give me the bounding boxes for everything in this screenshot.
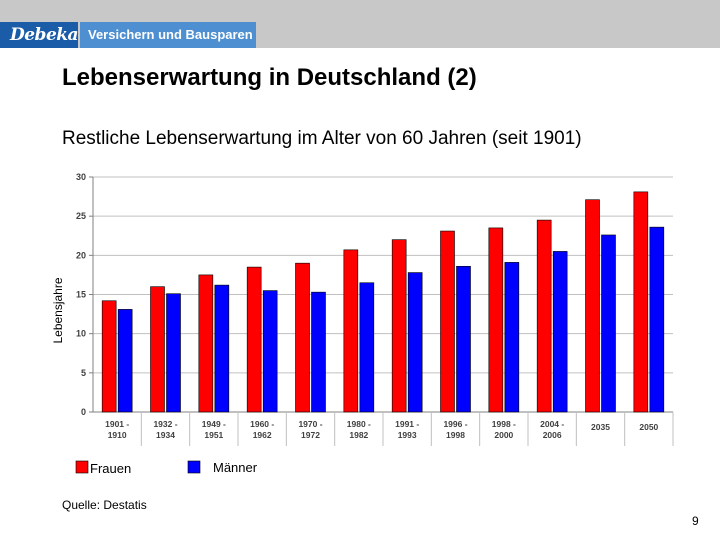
header-bar: Debeka Versichern und Bausparen <box>0 0 720 48</box>
x-tick-label: 1962 <box>253 430 272 440</box>
bar-maenner <box>601 234 616 413</box>
x-tick-label: 2006 <box>543 430 562 440</box>
y-tick-label: 15 <box>76 290 86 300</box>
bar-frauen <box>295 262 310 413</box>
bar-maenner <box>456 265 471 413</box>
legend-label-maenner: Männer <box>213 460 258 475</box>
x-tick-label: 1996 - <box>443 419 467 429</box>
bar-maenner <box>311 291 326 413</box>
legend-swatch-maenner <box>187 460 201 474</box>
bar-frauen <box>391 239 407 413</box>
x-tick-label: 1934 <box>156 430 175 440</box>
x-tick-label: 1949 - <box>202 419 226 429</box>
x-tick-label: 1960 - <box>250 419 274 429</box>
bar-frauen <box>585 199 600 413</box>
x-tick-label: 1998 <box>446 430 465 440</box>
x-tick-label: 2050 <box>639 422 658 432</box>
bar-frauen <box>343 249 359 413</box>
x-tick-label: 1932 - <box>153 419 177 429</box>
x-tick-label: 2000 <box>494 430 513 440</box>
bar-maenner <box>407 272 423 413</box>
x-tick-label: 1951 <box>204 430 223 440</box>
x-tick-label: 1982 <box>349 430 368 440</box>
bar-maenner <box>214 284 230 413</box>
y-tick-label: 0 <box>81 407 86 417</box>
x-tick-label: 1910 <box>108 430 127 440</box>
source-note: Quelle: Destatis <box>62 498 147 512</box>
chart-subtitle: Restliche Lebenserwartung im Alter von 6… <box>62 128 582 149</box>
bar-maenner <box>552 251 568 413</box>
legend-label-frauen: Frauen <box>90 461 131 476</box>
x-tick-label: 2035 <box>591 422 610 432</box>
bar-maenner <box>649 226 665 413</box>
bar-frauen <box>440 230 455 413</box>
bar-maenner <box>117 309 133 413</box>
bar-frauen <box>246 266 262 413</box>
y-tick-label: 20 <box>76 250 86 260</box>
x-tick-label: 1980 - <box>347 419 371 429</box>
x-tick-label: 1901 - <box>105 419 129 429</box>
y-tick-label: 5 <box>81 368 86 378</box>
y-tick-label: 10 <box>76 329 86 339</box>
bar-frauen <box>198 274 214 413</box>
x-tick-label: 1972 <box>301 430 320 440</box>
y-axis-label: Lebensjahre <box>51 277 65 343</box>
bar-maenner <box>504 262 520 413</box>
y-tick-label: 30 <box>76 172 86 182</box>
x-tick-label: 2004 - <box>540 419 564 429</box>
debeka-logo: Debeka <box>0 22 79 48</box>
header-tagline: Versichern und Bausparen <box>80 22 256 48</box>
y-tick-label: 25 <box>76 211 86 221</box>
x-tick-label: 1991 - <box>395 419 419 429</box>
slide-title: Lebenserwartung in Deutschland (2) <box>62 64 477 91</box>
page-number: 9 <box>692 514 699 528</box>
bar-frauen <box>150 286 165 413</box>
x-tick-label: 1993 <box>398 430 417 440</box>
x-tick-label: 1970 - <box>298 419 322 429</box>
bar-maenner <box>262 290 278 413</box>
legend-swatch-frauen <box>75 460 89 474</box>
bar-maenner <box>359 282 375 413</box>
bar-frauen <box>633 191 649 413</box>
bar-frauen <box>488 227 504 413</box>
bar-maenner <box>166 293 181 413</box>
bar-frauen <box>536 219 552 413</box>
bar-frauen <box>101 300 117 413</box>
x-tick-label: 1998 - <box>492 419 516 429</box>
